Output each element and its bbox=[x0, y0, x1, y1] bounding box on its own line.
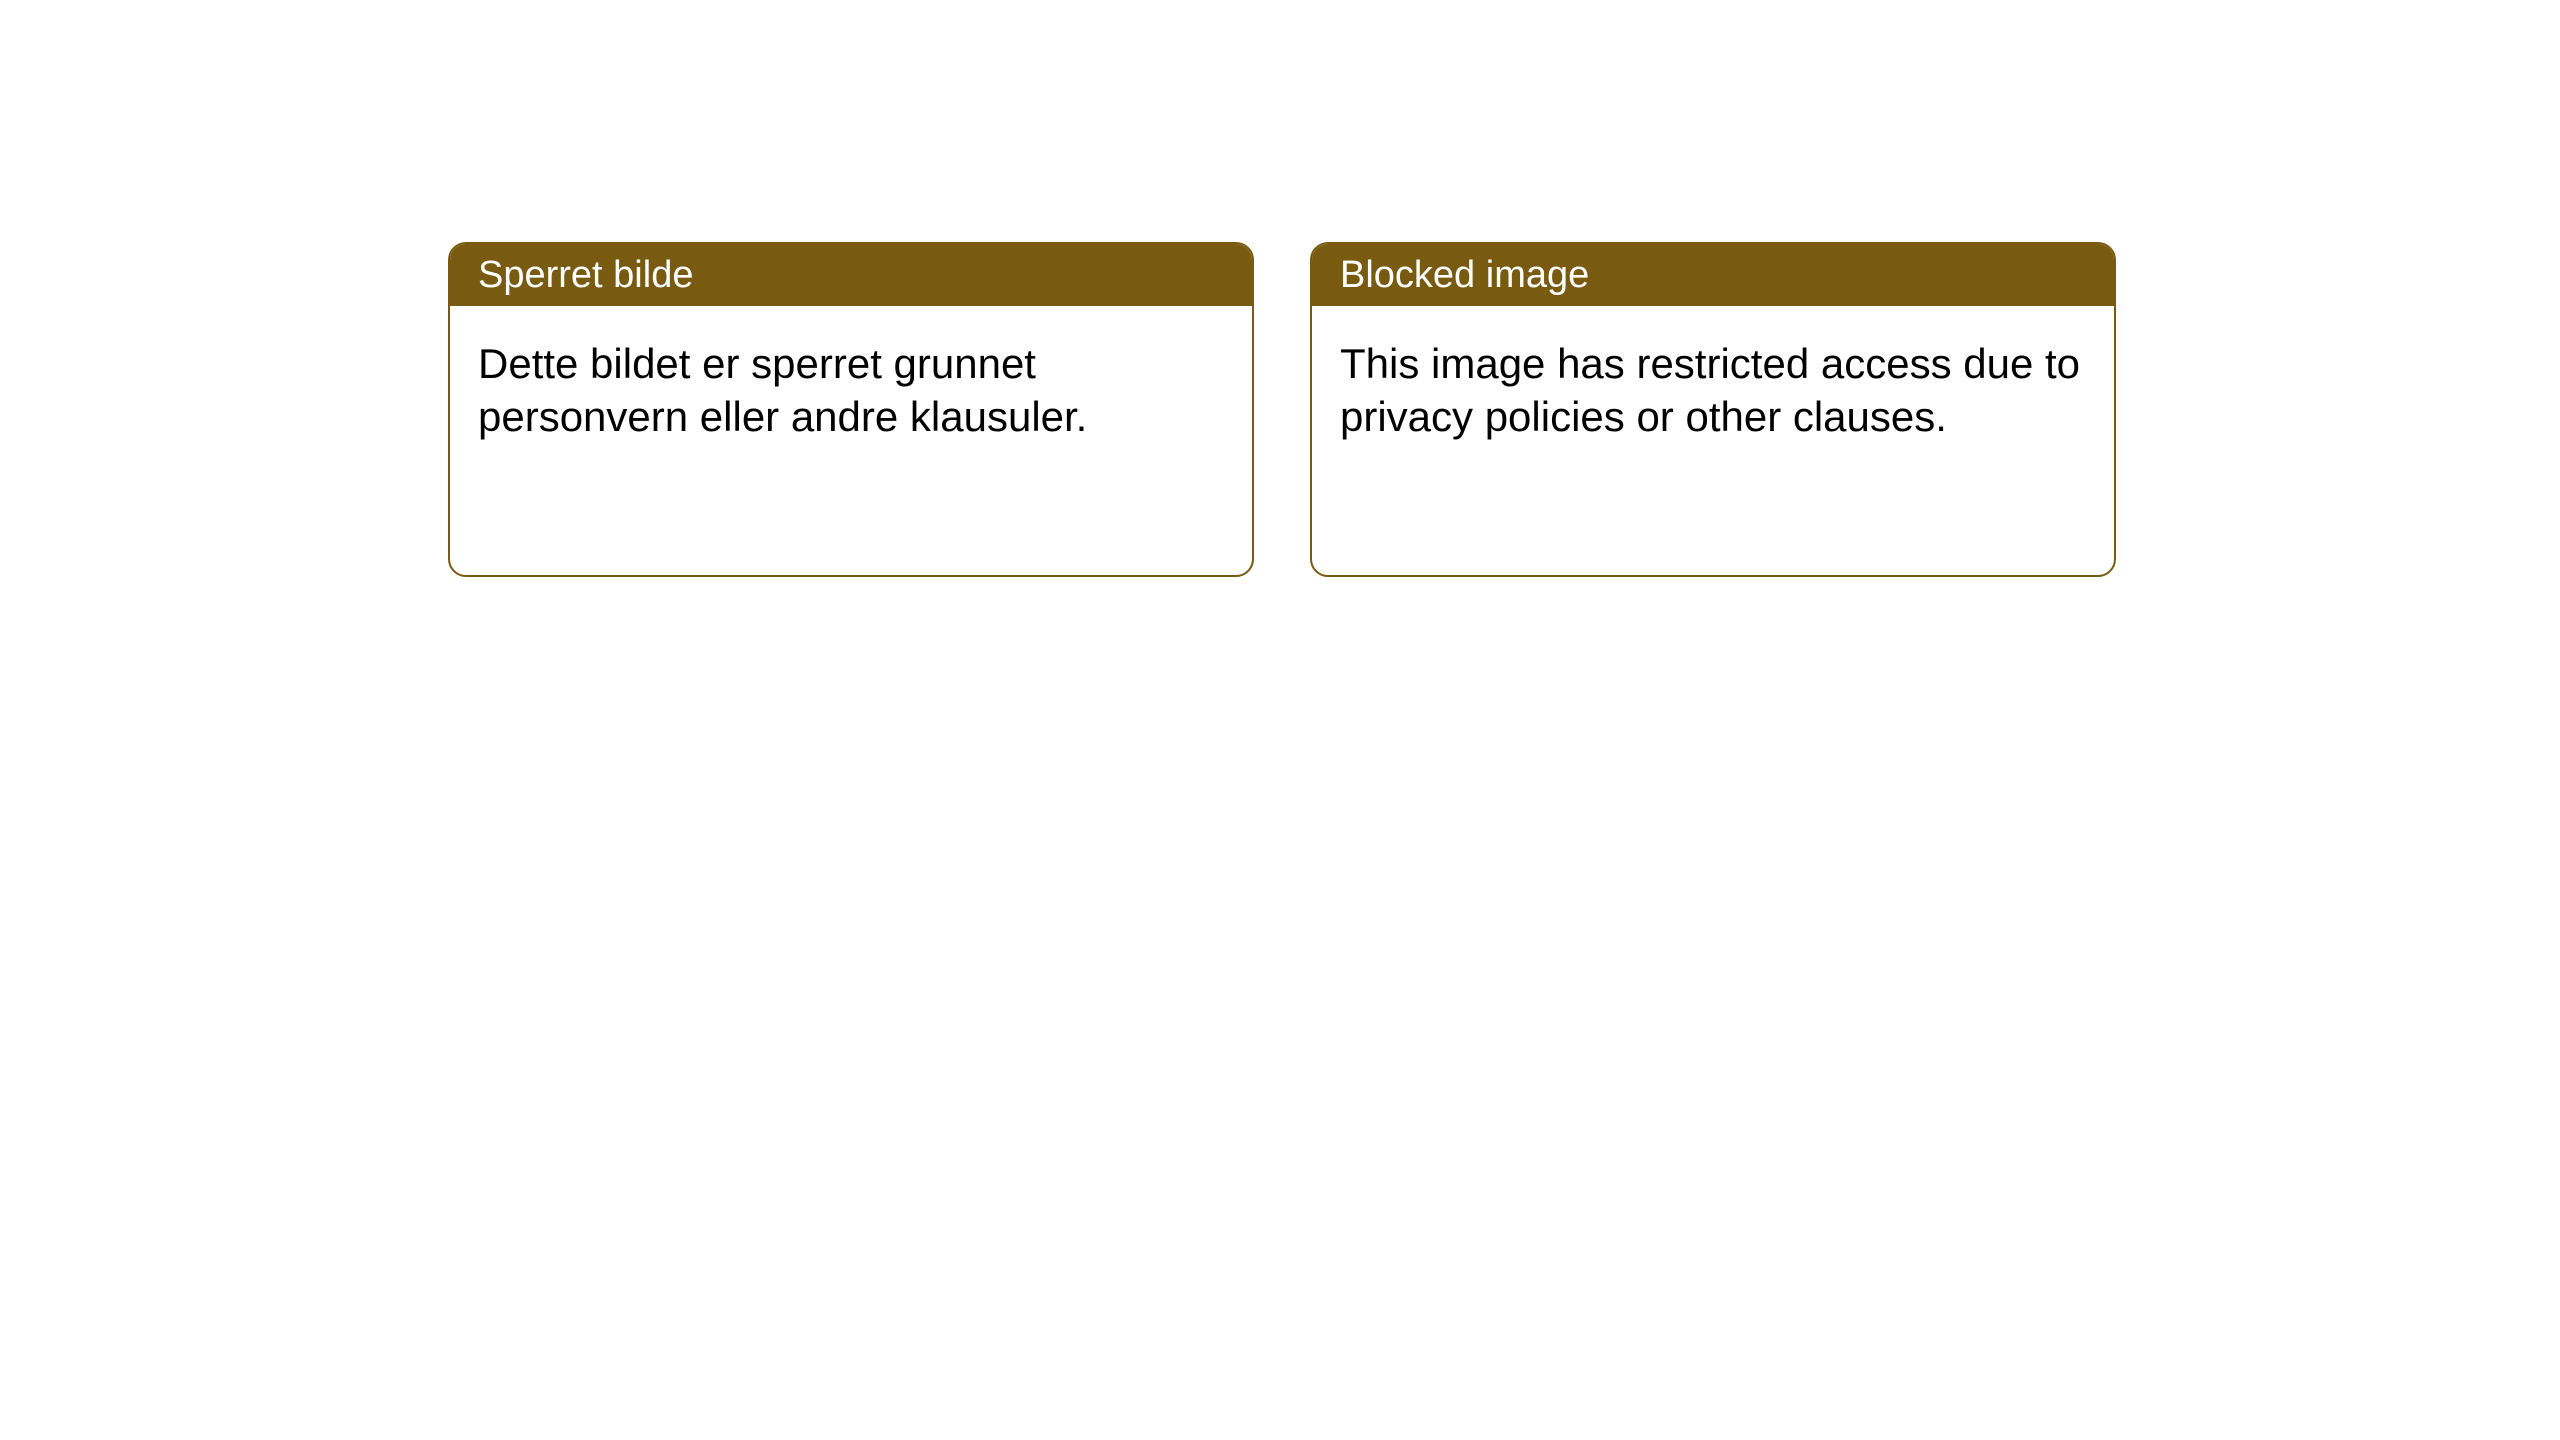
card-body-text: Dette bildet er sperret grunnet personve… bbox=[478, 338, 1224, 443]
notice-card-norwegian: Sperret bilde Dette bildet er sperret gr… bbox=[448, 242, 1254, 577]
notice-card-english: Blocked image This image has restricted … bbox=[1310, 242, 2116, 577]
card-header-text: Blocked image bbox=[1340, 254, 1589, 297]
card-header: Sperret bilde bbox=[450, 244, 1252, 306]
notice-card-container: Sperret bilde Dette bildet er sperret gr… bbox=[448, 242, 2116, 577]
card-header-text: Sperret bilde bbox=[478, 254, 693, 297]
card-body: This image has restricted access due to … bbox=[1312, 306, 2114, 575]
card-header: Blocked image bbox=[1312, 244, 2114, 306]
card-body: Dette bildet er sperret grunnet personve… bbox=[450, 306, 1252, 575]
card-body-text: This image has restricted access due to … bbox=[1340, 338, 2086, 443]
